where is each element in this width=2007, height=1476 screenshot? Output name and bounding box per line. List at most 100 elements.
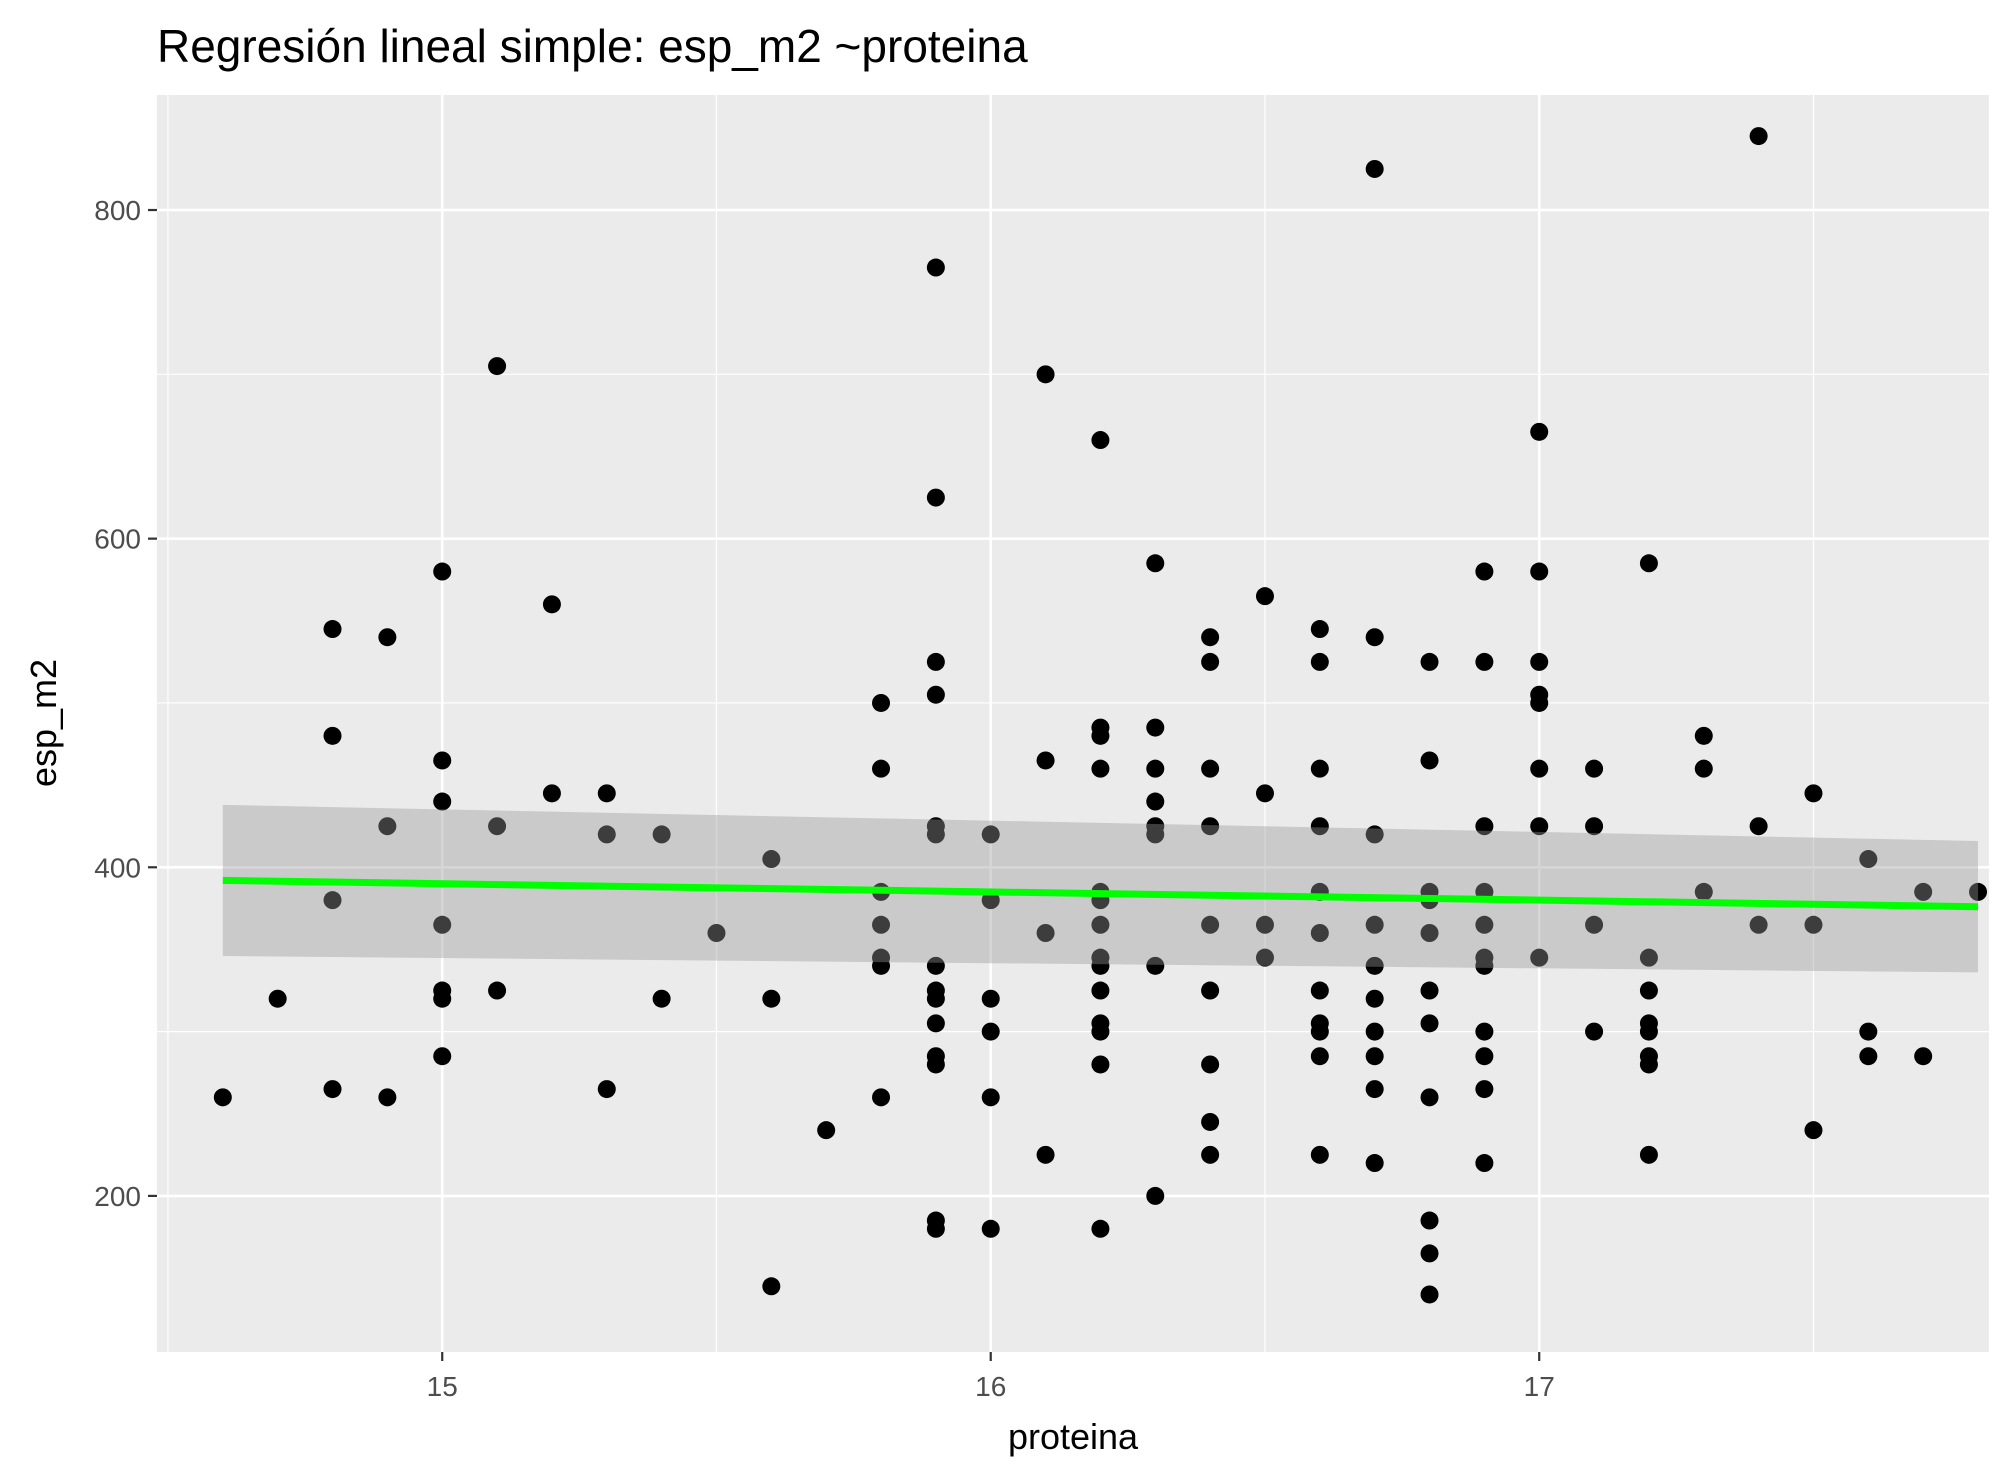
data-point bbox=[1365, 159, 1384, 178]
data-point bbox=[1420, 981, 1439, 1000]
data-point bbox=[1639, 1145, 1658, 1164]
data-point bbox=[1585, 817, 1604, 836]
data-point bbox=[542, 784, 561, 803]
data-point bbox=[213, 1088, 232, 1107]
data-point bbox=[1530, 422, 1549, 441]
data-point bbox=[1585, 915, 1604, 934]
data-point bbox=[1146, 825, 1165, 844]
data-point bbox=[433, 562, 452, 581]
data-point bbox=[1420, 1014, 1439, 1033]
data-point bbox=[1201, 628, 1220, 647]
data-point bbox=[1365, 956, 1384, 975]
x-tick-label: 17 bbox=[1524, 1371, 1555, 1402]
major-gridlines bbox=[157, 95, 1989, 1352]
data-point bbox=[1639, 948, 1658, 967]
data-point bbox=[1530, 562, 1549, 581]
x-axis-title: proteina bbox=[1008, 1416, 1139, 1457]
data-point bbox=[1420, 1211, 1439, 1230]
data-point bbox=[1859, 850, 1878, 869]
data-point bbox=[488, 357, 507, 376]
data-point bbox=[1201, 1145, 1220, 1164]
plot-panel bbox=[157, 95, 1989, 1352]
data-point bbox=[1310, 620, 1329, 639]
data-point bbox=[1475, 1080, 1494, 1099]
data-point bbox=[1310, 924, 1329, 942]
y-axis-title: esp_m2 bbox=[23, 659, 64, 787]
data-point bbox=[1365, 1022, 1384, 1041]
data-point bbox=[1420, 924, 1439, 942]
data-point bbox=[1475, 817, 1494, 836]
data-point bbox=[268, 989, 287, 1008]
data-point bbox=[926, 258, 945, 277]
data-point bbox=[1036, 1145, 1055, 1164]
data-point bbox=[378, 1088, 397, 1107]
data-point bbox=[1420, 1285, 1439, 1304]
confidence-band bbox=[222, 804, 1979, 973]
data-point bbox=[926, 1219, 945, 1238]
data-point bbox=[1201, 759, 1220, 778]
data-point bbox=[1091, 1219, 1110, 1238]
data-point bbox=[1091, 759, 1110, 778]
data-point bbox=[1639, 981, 1658, 1000]
data-point bbox=[1969, 882, 1988, 901]
data-point bbox=[926, 1014, 945, 1033]
data-point bbox=[1310, 1145, 1329, 1164]
data-point bbox=[1585, 759, 1604, 778]
data-point bbox=[323, 726, 342, 745]
data-point bbox=[926, 1055, 945, 1074]
data-point bbox=[872, 759, 891, 778]
data-point bbox=[1146, 718, 1165, 737]
data-point bbox=[1475, 1047, 1494, 1066]
data-point bbox=[1639, 1022, 1658, 1041]
data-point bbox=[1530, 948, 1549, 967]
data-point bbox=[1091, 956, 1110, 975]
data-point bbox=[1475, 956, 1494, 975]
data-point bbox=[1475, 915, 1494, 934]
y-tick-label: 400 bbox=[94, 852, 141, 883]
data-point bbox=[1146, 1186, 1165, 1205]
data-point bbox=[1201, 981, 1220, 1000]
data-point bbox=[1365, 628, 1384, 647]
data-point bbox=[1091, 1022, 1110, 1041]
data-point bbox=[1859, 1022, 1878, 1041]
data-point bbox=[1255, 587, 1274, 606]
data-point bbox=[652, 825, 671, 844]
data-point bbox=[1804, 915, 1823, 934]
data-point bbox=[872, 915, 891, 934]
data-point bbox=[762, 1277, 781, 1296]
y-tick-label: 800 bbox=[94, 195, 141, 226]
data-point bbox=[872, 693, 891, 712]
data-point bbox=[597, 825, 616, 844]
data-point bbox=[872, 1088, 891, 1107]
data-point bbox=[1365, 1047, 1384, 1066]
x-tick-label: 15 bbox=[427, 1371, 458, 1402]
data-point bbox=[926, 989, 945, 1008]
data-point bbox=[1201, 1112, 1220, 1131]
data-point bbox=[597, 1080, 616, 1099]
y-axis: 200 400 600 800 bbox=[94, 195, 157, 1212]
data-point bbox=[1749, 817, 1768, 836]
data-point bbox=[378, 817, 397, 836]
x-axis: 15 16 17 bbox=[427, 1352, 1555, 1402]
data-point bbox=[1310, 817, 1329, 836]
data-point bbox=[1804, 1121, 1823, 1140]
data-point bbox=[597, 784, 616, 803]
y-tick-label: 200 bbox=[94, 1181, 141, 1212]
data-point bbox=[1530, 693, 1549, 712]
data-point bbox=[1530, 759, 1549, 778]
data-point bbox=[872, 956, 891, 975]
data-point bbox=[652, 989, 671, 1008]
data-point bbox=[1091, 1055, 1110, 1074]
data-point bbox=[1694, 726, 1713, 745]
data-point bbox=[378, 628, 397, 647]
chart-title: Regresión lineal simple: esp_m2 ~protein… bbox=[157, 20, 1028, 72]
data-point bbox=[1091, 915, 1110, 934]
data-point bbox=[1255, 915, 1274, 934]
data-point bbox=[488, 817, 507, 836]
data-point bbox=[433, 1047, 452, 1066]
data-point bbox=[1694, 882, 1713, 901]
data-point bbox=[1091, 981, 1110, 1000]
data-point bbox=[1310, 759, 1329, 778]
data-point bbox=[1201, 1055, 1220, 1074]
